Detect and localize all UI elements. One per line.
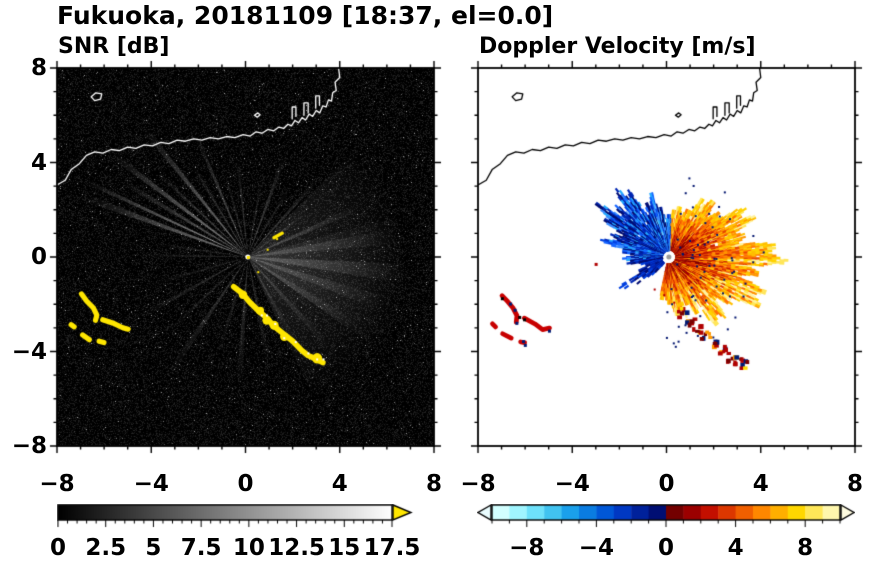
snr-plot xyxy=(47,58,444,456)
y-tick-label-snr: 0 xyxy=(30,244,47,270)
y-tick-label-snr: −8 xyxy=(11,433,47,459)
x-tick-label-snr: 4 xyxy=(331,471,348,497)
velocity-colorbar-label: 8 xyxy=(797,535,814,561)
x-tick-label-snr: −4 xyxy=(133,471,169,497)
x-tick-label-velocity: −8 xyxy=(460,471,496,497)
velocity-colorbar-label: −8 xyxy=(509,535,545,561)
snr-colorbar-label: 17.5 xyxy=(363,535,421,561)
snr-colorbar-label: 2.5 xyxy=(85,535,127,561)
x-tick-label-velocity: 8 xyxy=(846,471,864,497)
velocity-panel-title: Doppler Velocity [m/s] xyxy=(479,34,756,59)
x-tick-label-snr: 8 xyxy=(425,471,443,497)
x-tick-label-snr: 0 xyxy=(237,471,254,497)
y-tick-label-snr: 8 xyxy=(30,55,47,81)
velocity-colorbar-label: 4 xyxy=(727,535,744,561)
velocity-plot xyxy=(468,58,865,456)
y-tick-label-snr: −4 xyxy=(11,338,47,365)
snr-colorbar-label: 7.5 xyxy=(180,535,222,561)
x-tick-label-snr: −8 xyxy=(39,471,75,497)
x-tick-label-velocity: 0 xyxy=(658,471,675,497)
y-tick-label-snr: 4 xyxy=(30,149,47,176)
velocity-colorbar xyxy=(477,504,855,530)
snr-panel-title: SNR [dB] xyxy=(58,34,170,59)
velocity-colorbar-label: 0 xyxy=(657,535,675,561)
figure-title: Fukuoka, 20181109 [18:37, el=0.0] xyxy=(57,1,554,30)
snr-colorbar xyxy=(57,504,417,530)
snr-colorbar-label: 15 xyxy=(328,535,361,561)
x-tick-label-velocity: −4 xyxy=(554,471,590,497)
x-tick-label-velocity: 4 xyxy=(752,471,769,497)
snr-colorbar-label: 12.5 xyxy=(268,535,325,561)
snr-colorbar-label: 5 xyxy=(145,535,162,561)
snr-colorbar-label: 0 xyxy=(49,535,67,561)
snr-colorbar-label: 10 xyxy=(232,535,265,561)
velocity-colorbar-label: −4 xyxy=(578,535,615,561)
